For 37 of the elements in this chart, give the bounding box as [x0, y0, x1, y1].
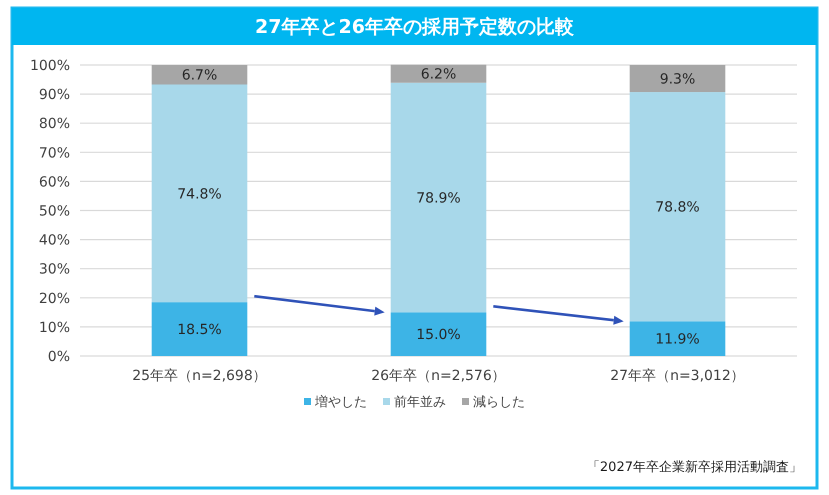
bar	[390, 64, 486, 83]
legend-label: 増やした	[314, 394, 367, 410]
y-tick-label: 90%	[38, 87, 70, 104]
x-tick-label: 26年卒（n=2,576）	[371, 368, 506, 384]
data-label: 11.9%	[655, 332, 700, 348]
y-tick-label: 50%	[38, 204, 70, 220]
chart-title: 27年卒と26年卒の採用予定数の比較	[255, 16, 575, 38]
data-label: 9.3%	[660, 72, 696, 88]
bar	[152, 65, 248, 84]
y-tick-label: 80%	[38, 116, 70, 132]
bar	[390, 82, 486, 312]
x-tick-label: 25年卒（n=2,698）	[132, 368, 267, 384]
legend-label: 減らした	[473, 395, 525, 410]
data-label: 6.2%	[420, 66, 456, 83]
y-tick-label: 70%	[38, 145, 70, 162]
bar	[152, 302, 248, 356]
data-label: 6.7%	[182, 68, 218, 84]
data-label: 18.5%	[177, 322, 222, 338]
data-label: 74.8%	[177, 186, 222, 202]
y-tick-label: 20%	[38, 290, 70, 307]
data-label: 15.0%	[416, 327, 461, 344]
data-label: 78.8%	[655, 200, 700, 216]
x-tick-label: 27年卒（n=3,012）	[610, 368, 745, 384]
y-tick-label: 60%	[38, 174, 70, 190]
y-tick-label: 40%	[38, 232, 70, 249]
y-tick-label: 100%	[30, 58, 70, 74]
y-tick-label: 30%	[38, 262, 70, 278]
y-tick-label: 0%	[48, 349, 70, 365]
bar	[152, 84, 248, 302]
y-tick-label: 10%	[38, 320, 70, 336]
bar	[390, 312, 486, 356]
text: 「2027年卒企業新卒採用活動調査」	[586, 460, 802, 475]
legend-label: 前年並み	[394, 395, 446, 410]
bar	[630, 321, 726, 356]
data-label: 78.9%	[416, 190, 461, 207]
bar	[630, 92, 726, 322]
bar	[630, 65, 726, 92]
